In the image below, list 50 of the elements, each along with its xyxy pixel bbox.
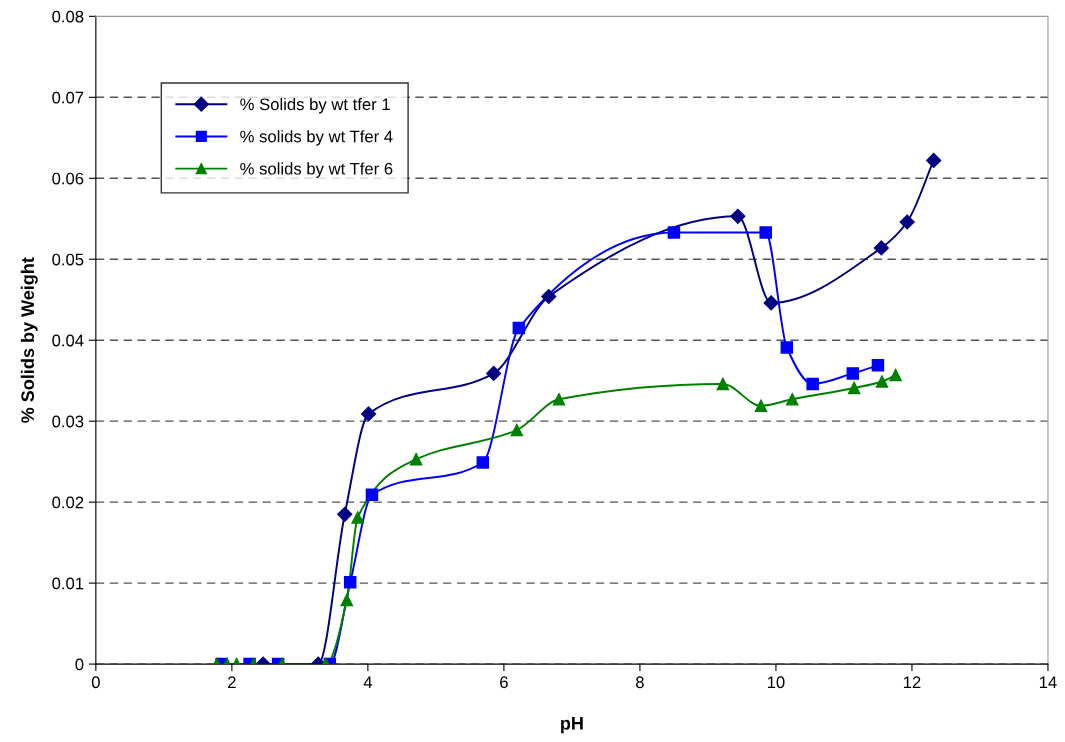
point [730, 208, 746, 224]
x-tick-label: 10 [767, 676, 785, 689]
point [510, 423, 524, 437]
y-tick-label: 0.02 [52, 496, 84, 509]
y-axis-title: % Solids by Weight [20, 257, 38, 423]
point [875, 375, 889, 388]
point [337, 506, 353, 522]
point [667, 226, 681, 239]
y-tick-label: 0 [75, 658, 84, 671]
point [541, 288, 557, 305]
y-tick-label: 0.05 [52, 253, 84, 266]
point [476, 456, 490, 469]
x-tick-label: 14 [1039, 676, 1057, 688]
x-tick-label: 4 [363, 676, 373, 688]
x-tick-label: 12 [903, 676, 921, 688]
point [716, 377, 730, 391]
point [846, 367, 860, 380]
point [780, 341, 794, 354]
point [754, 399, 768, 413]
y-tick-label: 0.08 [52, 10, 84, 23]
point [552, 393, 566, 406]
point [871, 359, 885, 372]
x-axis-title: pH [561, 717, 583, 734]
point [409, 452, 423, 466]
point [785, 393, 799, 406]
point [889, 368, 902, 382]
point [806, 377, 819, 391]
point [759, 226, 772, 239]
point [486, 365, 502, 381]
y-tick-label: 0.04 [52, 334, 84, 347]
legend-label: % solids by wt Tfer 6 [240, 162, 393, 178]
x-tick-label: 6 [500, 676, 508, 689]
y-tick-label: 0.01 [52, 577, 84, 590]
point [763, 295, 779, 311]
point [365, 488, 379, 502]
point [512, 321, 526, 335]
x-tick-label: 8 [636, 676, 644, 689]
point [926, 152, 942, 169]
x-tick-label: 2 [228, 676, 236, 688]
point [873, 240, 889, 256]
y-tick-label: 0.06 [52, 172, 84, 185]
point [351, 511, 364, 524]
point [847, 381, 861, 395]
y-tick-label: 0.03 [52, 415, 84, 428]
point [360, 406, 377, 422]
point [899, 214, 915, 230]
y-tick-label: 0.07 [52, 91, 84, 104]
legend-label: % Solids by wt tfer 1 [240, 97, 390, 114]
legend-label: % solids by wt Tfer 4 [240, 130, 393, 146]
x-tick-label: 0 [91, 676, 100, 689]
